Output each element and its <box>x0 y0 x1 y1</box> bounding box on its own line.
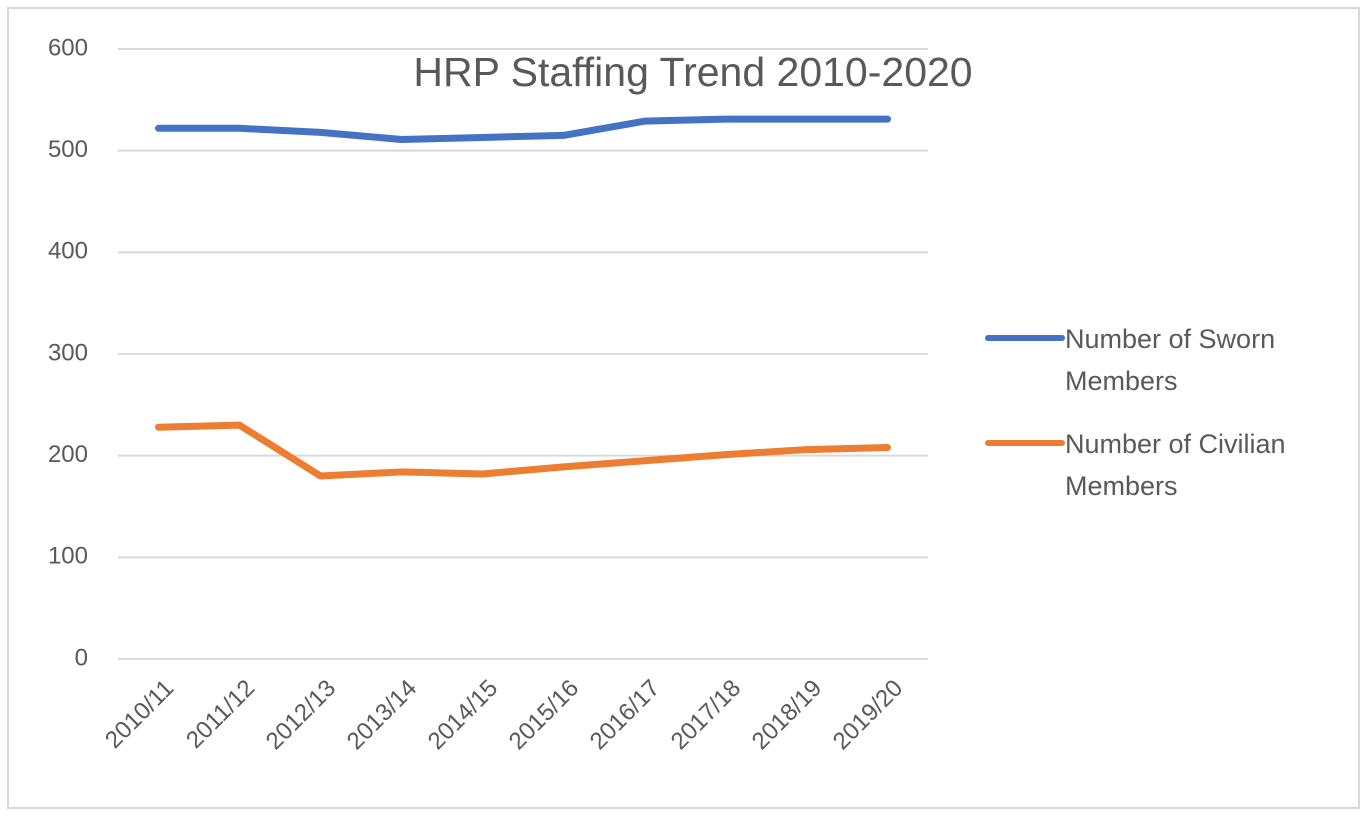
y-tick-label: 0 <box>75 644 88 671</box>
series-line <box>155 421 891 480</box>
legend-item: Number of Sworn Members <box>985 318 1345 402</box>
y-tick-label: 400 <box>48 238 88 265</box>
y-tick-label: 100 <box>48 543 88 570</box>
legend-swatch <box>985 440 1065 446</box>
series-line <box>155 115 891 143</box>
legend-item: Number of Civilian Members <box>985 423 1345 507</box>
chart-border <box>7 7 1360 809</box>
legend-label: Number of Sworn Members <box>1065 324 1276 396</box>
y-tick-label: 500 <box>48 136 88 163</box>
legend-swatch <box>985 335 1065 341</box>
y-tick-label: 300 <box>48 339 88 366</box>
y-tick-label: 200 <box>48 441 88 468</box>
chart-title: HRP Staffing Trend 2010-2020 <box>413 49 972 95</box>
legend-label: Number of Civilian Members <box>1065 429 1286 501</box>
y-tick-label: 600 <box>48 34 88 61</box>
